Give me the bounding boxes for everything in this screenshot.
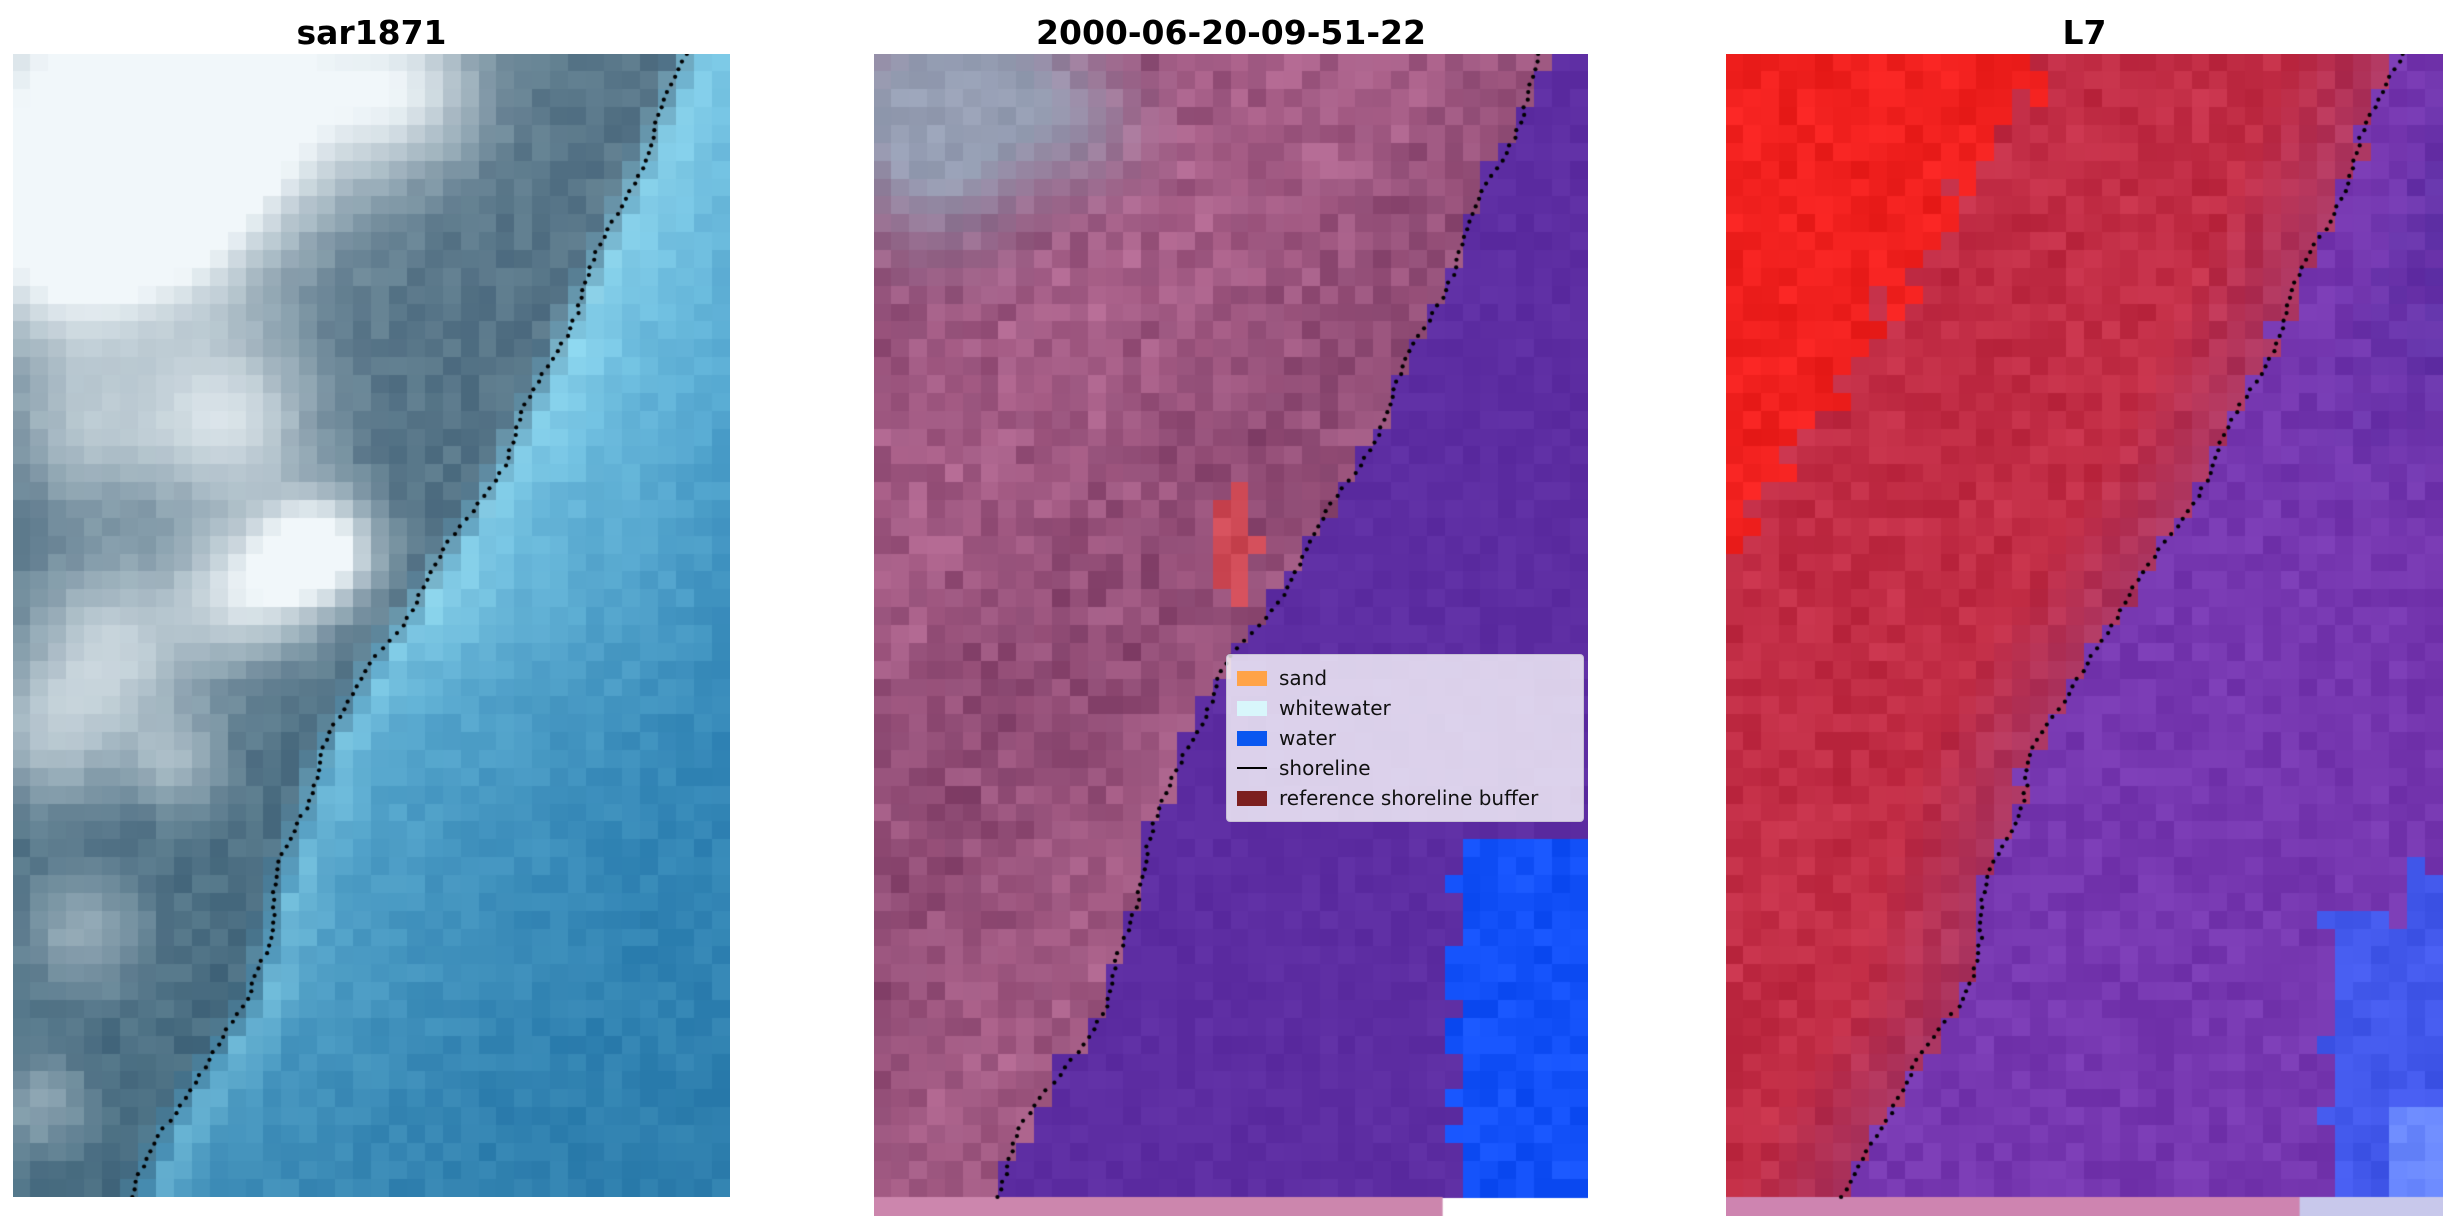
sar1871-image [13, 54, 730, 1197]
panel-classified: 2000-06-20-09-51-22 sand whitewater wate… [874, 12, 1588, 1216]
legend-swatch-shoreline-line [1237, 767, 1267, 769]
legend-row-water: water [1237, 723, 1573, 753]
panel-title-sar1871: sar1871 [296, 13, 447, 52]
legend-swatch-sand [1237, 670, 1267, 686]
legend-label-shoreline: shoreline [1279, 756, 1371, 780]
panel-sar1871: sar1871 [13, 12, 730, 1197]
legend-row-reference-shoreline-buffer: reference shoreline buffer [1237, 783, 1573, 813]
legend-label-whitewater: whitewater [1279, 696, 1391, 720]
panel-title-classified: 2000-06-20-09-51-22 [1036, 13, 1426, 52]
classification-legend: sand whitewater water shoreline referenc… [1226, 654, 1584, 822]
legend-row-whitewater: whitewater [1237, 693, 1573, 723]
panel-title-l7: L7 [2062, 13, 2107, 52]
legend-swatch-whitewater [1237, 700, 1267, 716]
legend-row-sand: sand [1237, 663, 1573, 693]
legend-label-water: water [1279, 726, 1336, 750]
legend-label-reference-shoreline-buffer: reference shoreline buffer [1279, 786, 1539, 810]
legend-swatch-water [1237, 730, 1267, 746]
legend-label-sand: sand [1279, 666, 1328, 690]
l7-image [1726, 54, 2443, 1216]
panel-l7: L7 [1726, 12, 2443, 1216]
classified-image [874, 54, 1588, 1216]
legend-row-shoreline: shoreline [1237, 753, 1573, 783]
legend-swatch-reference-shoreline-buffer [1237, 790, 1267, 806]
